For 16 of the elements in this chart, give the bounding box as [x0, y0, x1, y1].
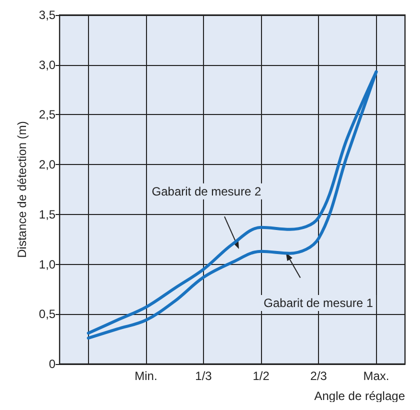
y-tick-label: 2,5 — [38, 108, 56, 122]
annotation: Gabarit de mesure 2 — [152, 184, 262, 198]
y-tick-label: 1,5 — [38, 207, 56, 222]
y-tick-label: 3,0 — [38, 58, 56, 72]
x-tick-label: Max. — [363, 369, 390, 383]
y-tick-label: 2,0 — [38, 158, 56, 172]
x-tick-label: 2/3 — [310, 369, 328, 383]
y-tick-label: 1,0 — [38, 257, 56, 272]
y-tick-label: 3,5 — [38, 8, 56, 22]
x-tick-label: 1/3 — [195, 369, 212, 383]
y-tick-label: 0,5 — [38, 307, 56, 322]
x-tick-label: 1/2 — [252, 369, 270, 383]
x-tick-label: Min. — [134, 369, 158, 383]
y-axis-title: Distance de détection (m) — [15, 121, 29, 258]
annotation: Gabarit de mesure 1 — [264, 296, 374, 310]
y-tick-label: 0 — [48, 357, 56, 371]
